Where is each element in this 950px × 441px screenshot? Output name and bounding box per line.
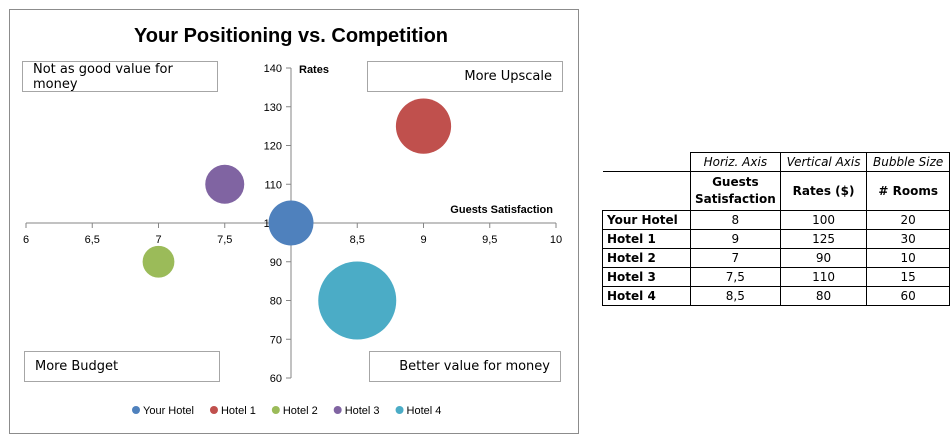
- x-tick-label: 10: [550, 234, 562, 246]
- legend-marker-hotel-4: [395, 406, 404, 414]
- y-tick-label: 70: [270, 334, 282, 346]
- x-tick-label: 6: [23, 234, 29, 246]
- legend-label-hotel-3: Hotel 3: [345, 405, 380, 417]
- table-cell-rooms: 30: [866, 229, 950, 249]
- table-header-vertical-axis: Vertical Axis: [779, 152, 868, 172]
- quadrant-label-text: More Upscale: [464, 69, 552, 84]
- x-tick-label: 7: [155, 234, 161, 246]
- x-axis-title: Guests Satisfaction: [450, 204, 553, 216]
- table-cell-satisfaction: 9: [689, 229, 781, 249]
- table-row: Hotel 2 7 90 10: [602, 248, 950, 268]
- table-cell-satisfaction: 8: [689, 210, 781, 230]
- table-blank-cell: [602, 171, 691, 211]
- table-cell-rate: 110: [779, 267, 868, 287]
- quadrant-label-bottom-left: More Budget: [24, 351, 220, 382]
- chart-title: Your Positioning vs. Competition: [134, 25, 448, 47]
- y-tick-label: 140: [264, 63, 282, 75]
- table-header-rates: Rates ($): [779, 171, 868, 211]
- table-row: Hotel 1 9 125 30: [602, 229, 950, 249]
- quadrant-label-text: Better value for money: [399, 359, 550, 374]
- axes: 66,577,588,599,5106070809010011012013014…: [23, 63, 562, 385]
- bubble-your-hotel: [268, 200, 314, 246]
- quadrant-label-top-right: More Upscale: [367, 61, 563, 92]
- y-tick-label: 120: [264, 141, 282, 153]
- x-tick-label: 9: [420, 234, 426, 246]
- bubble-hotel-4: [318, 261, 397, 340]
- y-tick-label: 110: [264, 179, 282, 191]
- table-cell-rooms: 15: [866, 267, 950, 287]
- table-cell-rate: 80: [779, 286, 868, 306]
- table-cell-satisfaction: 8,5: [689, 286, 781, 306]
- x-tick-label: 6,5: [85, 234, 100, 246]
- table-header-guests-satisfaction: Guests Satisfaction: [689, 171, 781, 211]
- x-tick-label: 7,5: [217, 234, 232, 246]
- legend-label-hotel-1: Hotel 1: [221, 405, 256, 417]
- table-header-bubble-size: Bubble Size: [866, 152, 950, 172]
- data-table: Horiz. Axis Vertical Axis Bubble Size Gu…: [602, 152, 950, 306]
- quadrant-label-bottom-right: Better value for money: [369, 351, 561, 382]
- y-tick-label: 130: [264, 102, 282, 114]
- table-row: Your Hotel 8 100 20: [602, 210, 950, 230]
- legend-marker-your-hotel: [132, 406, 140, 414]
- y-tick-label: 60: [270, 373, 282, 385]
- legend: Your Hotel Hotel 1 Hotel 2 Hotel 3 Hotel 4: [132, 405, 441, 417]
- quadrant-label-text: Not as good value for money: [33, 61, 173, 92]
- table-cell-rooms: 20: [866, 210, 950, 230]
- legend-marker-hotel-1: [209, 406, 218, 414]
- legend-label-hotel-2: Hotel 2: [283, 405, 318, 417]
- bubble-series: [142, 98, 452, 340]
- legend-marker-hotel-2: [271, 406, 280, 414]
- table-header-row-bold: Guests Satisfaction Rates ($) # Rooms: [602, 171, 950, 211]
- table-cell-rate: 125: [779, 229, 868, 249]
- y-axis-title: Rates: [299, 64, 329, 76]
- table-cell-satisfaction: 7: [689, 248, 781, 268]
- table-row: Hotel 3 7,5 110 15: [602, 267, 950, 287]
- table-cell-rate: 90: [779, 248, 868, 268]
- table-cell-rooms: 60: [866, 286, 950, 306]
- quadrant-label-top-left: Not as good value for money: [22, 61, 218, 92]
- table-blank-cell: [602, 152, 691, 172]
- table-header-row-italic: Horiz. Axis Vertical Axis Bubble Size: [602, 152, 950, 172]
- table-header-horiz-axis: Horiz. Axis: [689, 152, 781, 172]
- table-cell-name: Hotel 4: [602, 286, 691, 306]
- legend-label-hotel-4: Hotel 4: [407, 405, 442, 417]
- legend-marker-hotel-3: [333, 406, 342, 414]
- table-row: Hotel 4 8,5 80 60: [602, 286, 950, 306]
- quadrant-label-text: More Budget: [35, 359, 119, 374]
- table-cell-name: Hotel 3: [602, 267, 691, 287]
- table-header-rooms: # Rooms: [866, 171, 950, 211]
- bubble-hotel-1: [395, 98, 452, 154]
- bubble-hotel-2: [142, 245, 175, 278]
- table-cell-rooms: 10: [866, 248, 950, 268]
- x-tick-label: 9,5: [482, 234, 497, 246]
- y-tick-label: 90: [270, 257, 282, 269]
- bubble-hotel-3: [205, 164, 245, 204]
- table-cell-rate: 100: [779, 210, 868, 230]
- table-cell-name: Hotel 2: [602, 248, 691, 268]
- table-cell-satisfaction: 7,5: [689, 267, 781, 287]
- table-cell-name: Hotel 1: [602, 229, 691, 249]
- x-tick-label: 8,5: [350, 234, 365, 246]
- y-tick-label: 80: [270, 296, 282, 308]
- table-cell-name: Your Hotel: [602, 210, 691, 230]
- legend-label-your-hotel: Your Hotel: [143, 405, 194, 417]
